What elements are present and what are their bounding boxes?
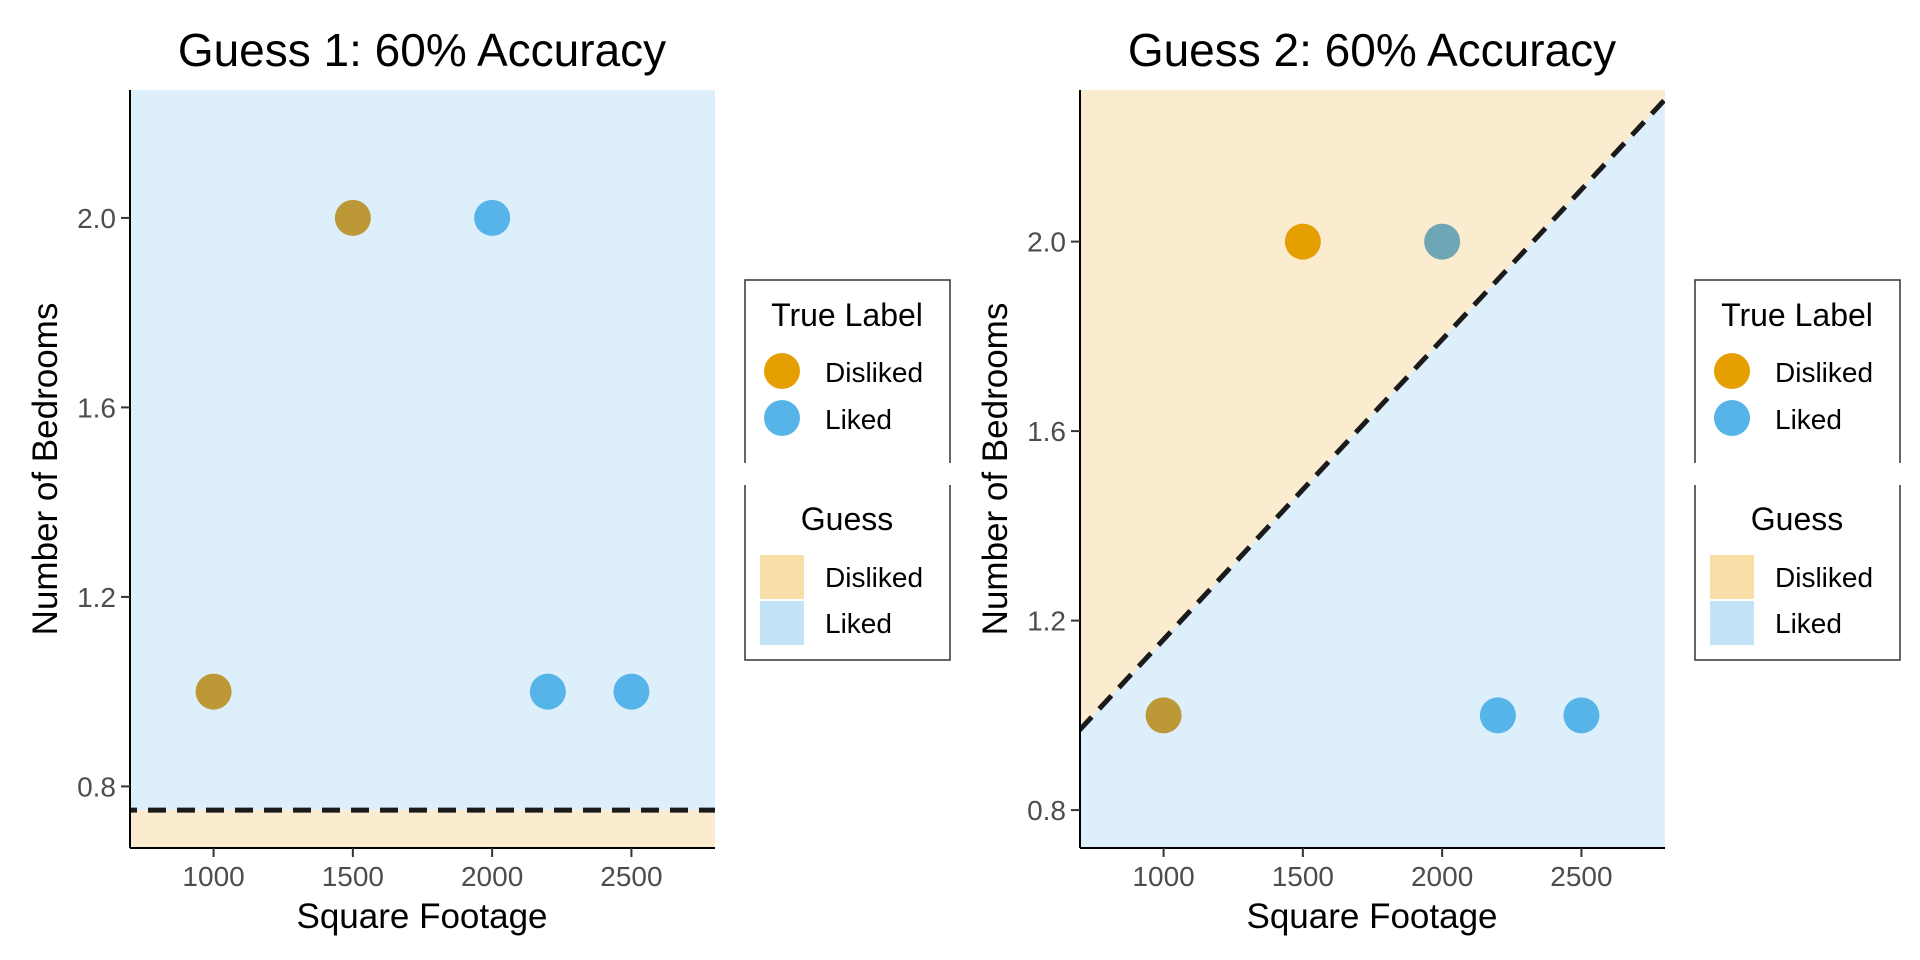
- panel-2-y-tick-label-2: 1.2: [1027, 606, 1066, 637]
- panel-2-point-1: [1145, 697, 1182, 734]
- panel-guess-2: Guess 2: 60% Accuracy 1000 1500 2000 2500 0.…: [976, 24, 1665, 936]
- panel-1-point-5: [613, 673, 650, 710]
- panel-2-plot-area: [1080, 90, 1665, 848]
- panel-2-point-3: [1424, 223, 1461, 260]
- panel-1-x-tick-label-3: 2000: [461, 861, 523, 892]
- panel-2-point-2: [1284, 223, 1321, 260]
- legend-2-disliked-point-label: Disliked: [1775, 357, 1873, 388]
- panel-2-title: Guess 2: 60% Accuracy: [1128, 24, 1616, 76]
- panel-2-decision-boundary: [1080, 95, 1665, 734]
- legend-1-disliked-region-label: Disliked: [825, 562, 923, 593]
- panel-1-y-tick-label-2: 1.2: [77, 582, 116, 613]
- legend-2-liked-point-key: [1714, 400, 1750, 436]
- panel-2-ticks: 1000 1500 2000 2500 0.8 1.2 1.6 2.0: [1027, 227, 1613, 892]
- legend-2-guess-title: Guess: [1751, 501, 1843, 537]
- legend-2: True Label Disliked Liked Guess Disliked…: [1692, 279, 1903, 661]
- panel-1-x-axis-title: Square Footage: [296, 897, 547, 936]
- panel-guess-1: Guess 1: 60% Accuracy 1000 1500 2000 2500 0.…: [26, 24, 715, 936]
- panel-1-liked-region: [130, 90, 715, 811]
- panel-2-point-5: [1563, 697, 1600, 734]
- panel-2-x-axis-title: Square Footage: [1246, 897, 1497, 936]
- panel-2-point-4: [1479, 697, 1516, 734]
- panel-1-disliked-region: [130, 810, 715, 848]
- legend-1-disliked-point-label: Disliked: [825, 357, 923, 388]
- panel-1-x-tick-label-4: 2500: [600, 861, 662, 892]
- panel-1-ticks: 1000 1500 2000 2500 0.8 1.2 1.6 2.0: [77, 203, 663, 892]
- legend-1-true-label-title: True Label: [771, 297, 923, 333]
- panel-1-point-1: [195, 673, 232, 710]
- panel-2-y-tick-label-3: 1.6: [1027, 416, 1066, 447]
- panel-1-y-tick-label-3: 1.6: [77, 392, 116, 423]
- panel-1-x-tick-label-2: 1500: [322, 861, 384, 892]
- panel-2-y-axis-title: Number of Bedrooms: [976, 303, 1015, 636]
- panel-1-x-tick-label-1: 1000: [182, 861, 244, 892]
- panel-1-y-axis-title: Number of Bedrooms: [26, 303, 65, 636]
- panel-1-y-tick-label-1: 0.8: [77, 771, 116, 802]
- panel-1-point-3: [474, 199, 511, 236]
- legend-1-disliked-region-key: [760, 555, 804, 599]
- panel-1-y-tick-label-4: 2.0: [77, 203, 116, 234]
- panel-2-points: [1145, 223, 1600, 734]
- panel-2-y-tick-label-1: 0.8: [1027, 795, 1066, 826]
- panel-2-liked-region: [1080, 99, 1665, 848]
- panel-2-y-tick-label-4: 2.0: [1027, 227, 1066, 258]
- legend-1-liked-point-label: Liked: [825, 404, 892, 435]
- legend-2-disliked-region-label: Disliked: [1775, 562, 1873, 593]
- panel-1-points: [195, 199, 650, 710]
- legend-1-guess-title: Guess: [801, 501, 893, 537]
- panel-2-x-tick-label-1: 1000: [1132, 861, 1194, 892]
- legend-1: True Label Disliked Liked Guess Disliked…: [742, 279, 953, 661]
- legend-2-liked-point-label: Liked: [1775, 404, 1842, 435]
- legend-2-disliked-region-key: [1710, 555, 1754, 599]
- panel-2-x-tick-label-2: 1500: [1272, 861, 1334, 892]
- panel-1-title: Guess 1: 60% Accuracy: [178, 24, 666, 76]
- panel-1-point-4: [529, 673, 566, 710]
- panel-1-point-2: [334, 199, 371, 236]
- panel-2-x-tick-label-3: 2000: [1411, 861, 1473, 892]
- legend-1-liked-region-key: [760, 601, 804, 645]
- legend-2-disliked-point-key: [1714, 353, 1750, 389]
- legend-2-liked-region-key: [1710, 601, 1754, 645]
- legend-2-true-label-title: True Label: [1721, 297, 1873, 333]
- legend-2-liked-region-label: Liked: [1775, 608, 1842, 639]
- legend-1-liked-region-label: Liked: [825, 608, 892, 639]
- panel-2-x-tick-label-4: 2500: [1550, 861, 1612, 892]
- panel-1-plot-area: [130, 90, 715, 848]
- legend-1-disliked-point-key: [764, 353, 800, 389]
- legend-1-liked-point-key: [764, 400, 800, 436]
